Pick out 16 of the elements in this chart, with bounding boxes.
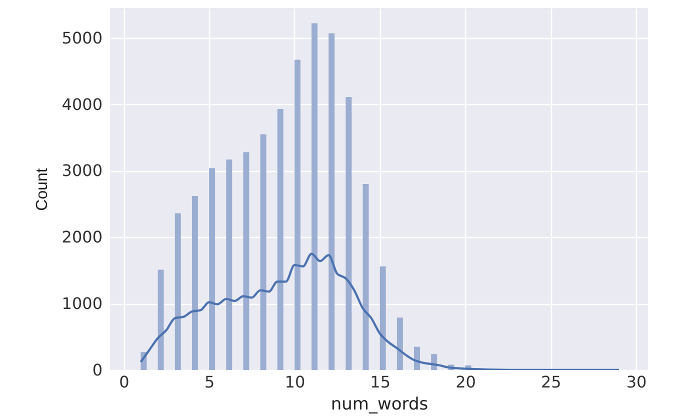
y-tick-label: 2000 [62,228,102,247]
y-tick-label: 3000 [62,161,102,180]
y-tick-label: 4000 [62,94,102,114]
y-tick-label: 1000 [62,294,102,314]
x-tick-label: 30 [626,372,647,392]
x-axis-title: num_words [330,394,428,414]
x-tick-label: 15 [370,372,391,392]
y-tick-label: 0 [92,360,102,380]
x-tick-label: 0 [119,372,130,392]
y-axis-title: Count [34,168,51,211]
x-tick-label: 10 [284,372,306,392]
x-tick-label: 20 [456,372,476,392]
x-tick-label: 5 [204,372,215,392]
line-series [140,252,620,370]
x-tick-label: 25 [540,372,562,392]
y-tick-label: 5000 [62,28,102,48]
